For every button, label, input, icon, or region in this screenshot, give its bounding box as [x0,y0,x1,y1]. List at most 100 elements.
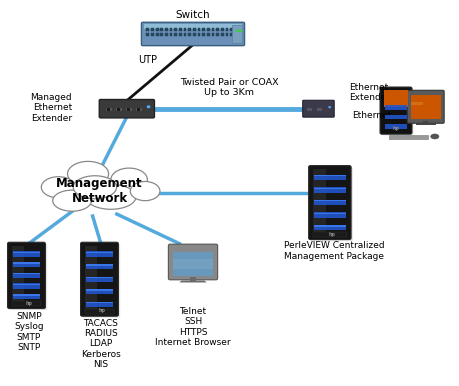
Text: hp: hp [98,308,105,313]
Ellipse shape [431,134,439,139]
Bar [184,33,186,36]
Circle shape [147,105,151,108]
Bar [13,252,40,253]
Bar [11,301,41,306]
Bar [221,33,224,36]
Ellipse shape [73,176,117,199]
Bar [188,33,191,36]
FancyBboxPatch shape [381,88,414,135]
Bar [161,33,163,36]
Text: Management
Network: Management Network [56,177,143,205]
Bar [314,200,346,201]
Text: Telnet
SSH
HTTPS
Internet Browser: Telnet SSH HTTPS Internet Browser [155,307,231,347]
Bar [314,212,346,218]
FancyBboxPatch shape [380,87,412,134]
Bar [179,28,182,31]
Bar [13,273,40,274]
Bar [385,124,408,129]
Bar [86,301,113,307]
Ellipse shape [53,190,91,211]
Bar [314,187,346,193]
Bar [188,28,191,31]
Ellipse shape [67,161,109,186]
Bar [411,102,423,105]
Ellipse shape [111,168,147,191]
Circle shape [240,30,243,32]
Bar [190,277,196,282]
Bar [193,28,196,31]
FancyBboxPatch shape [7,242,45,308]
Text: hp: hp [25,301,32,306]
Bar [306,107,312,111]
Ellipse shape [41,177,76,198]
Bar [146,28,149,31]
FancyBboxPatch shape [141,22,245,46]
Bar [13,262,40,267]
FancyBboxPatch shape [99,100,154,118]
Ellipse shape [130,181,160,201]
Bar [86,289,113,295]
Bar [389,135,428,139]
FancyBboxPatch shape [80,242,118,316]
Text: SNMP
Syslog
SMTP
SNTP: SNMP Syslog SMTP SNTP [14,312,44,352]
Bar [216,33,219,36]
Bar [170,33,173,36]
Bar [314,175,346,176]
Bar [86,277,113,278]
Bar [202,33,205,36]
Bar [179,33,182,36]
Bar [156,28,158,31]
Bar [13,294,40,300]
Bar [314,225,346,230]
Bar [314,175,346,180]
Bar [86,276,113,282]
Bar [314,188,346,189]
Text: PerleVIEW Centralized
Management Package: PerleVIEW Centralized Management Package [284,241,385,261]
Bar [86,264,113,266]
Bar [216,28,219,31]
Text: Ethernet: Ethernet [352,112,391,120]
Bar [165,33,168,36]
Bar [151,28,154,31]
Bar [84,309,114,313]
Bar [230,28,233,31]
Bar [225,28,228,31]
Bar [314,225,346,227]
Bar [230,33,233,36]
Bar [135,107,142,112]
Bar [106,108,110,111]
Bar [125,107,132,112]
Text: hp: hp [329,232,336,237]
Bar [115,107,122,112]
Ellipse shape [86,185,136,209]
Bar [13,284,40,285]
Bar [207,28,210,31]
Bar [165,28,168,31]
Bar [314,200,346,205]
Bar [84,246,97,313]
Bar [151,33,154,36]
Bar [161,28,163,31]
Polygon shape [179,281,207,283]
Bar [13,251,40,257]
Bar [207,33,210,36]
Bar [212,33,214,36]
Circle shape [238,30,241,32]
Bar [13,273,40,278]
Bar [423,121,428,124]
Circle shape [328,106,331,108]
Bar [313,232,347,237]
Bar [198,28,201,31]
Bar [156,33,158,36]
Bar [86,302,113,303]
Bar [174,33,177,36]
Bar [174,28,177,31]
Text: Ethernet
Extender: Ethernet Extender [349,83,390,102]
Bar [13,262,40,264]
Bar [13,283,40,289]
Bar [174,252,213,276]
Bar [146,33,149,36]
Bar [11,246,23,305]
Text: UTP: UTP [138,55,157,64]
Text: TACACS
RADIUS
LDAP
Kerberos
NIS: TACACS RADIUS LDAP Kerberos NIS [81,319,121,369]
